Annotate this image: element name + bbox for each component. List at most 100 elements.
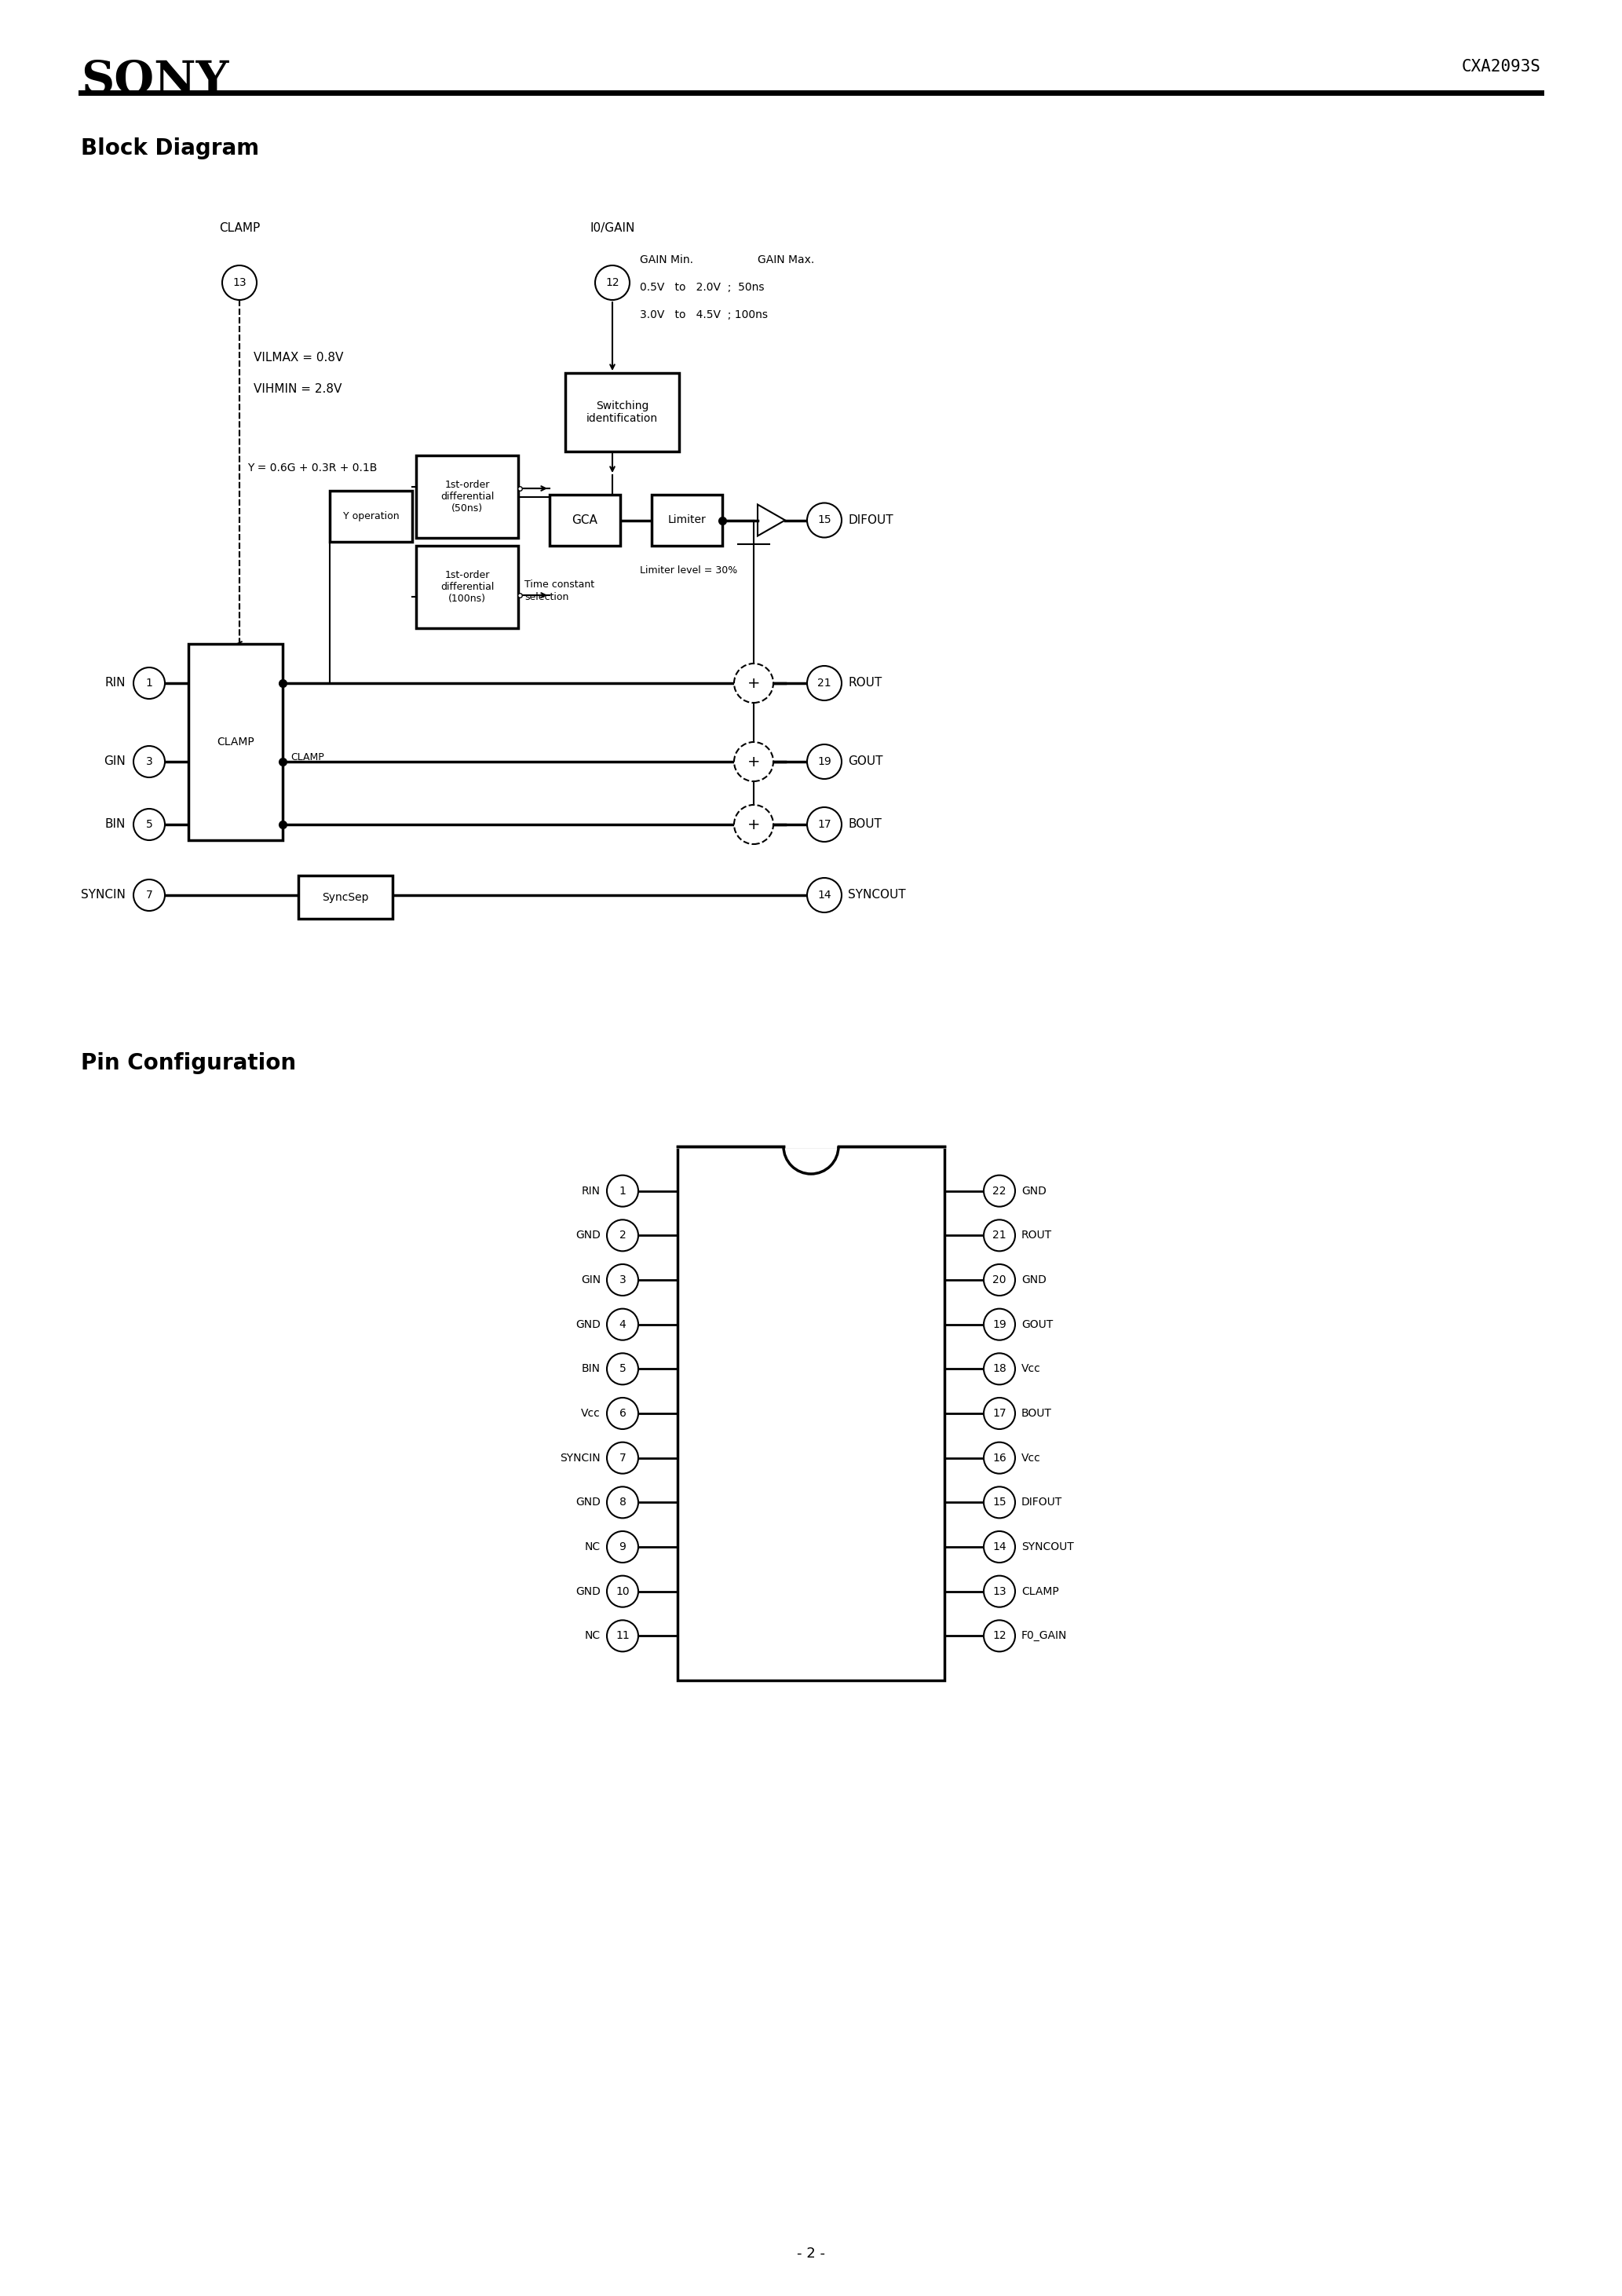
Circle shape bbox=[983, 1352, 1015, 1384]
Bar bbox=[417, 455, 517, 537]
Text: BIN: BIN bbox=[582, 1364, 600, 1375]
Bar bbox=[550, 494, 620, 546]
Text: 22: 22 bbox=[993, 1185, 1006, 1196]
Circle shape bbox=[133, 668, 165, 698]
Text: Vcc: Vcc bbox=[1022, 1453, 1041, 1463]
Text: 19: 19 bbox=[993, 1318, 1006, 1329]
Circle shape bbox=[607, 1398, 639, 1428]
Text: Limiter level = 30%: Limiter level = 30% bbox=[639, 565, 738, 576]
Text: 10: 10 bbox=[616, 1587, 629, 1598]
Text: 5: 5 bbox=[620, 1364, 626, 1375]
Circle shape bbox=[607, 1575, 639, 1607]
Text: 13: 13 bbox=[993, 1587, 1006, 1598]
Circle shape bbox=[607, 1442, 639, 1474]
Text: 16: 16 bbox=[993, 1453, 1006, 1463]
Text: 1st-order
differential
(50ns): 1st-order differential (50ns) bbox=[440, 480, 495, 514]
Text: GND: GND bbox=[576, 1497, 600, 1508]
Text: 20: 20 bbox=[993, 1274, 1006, 1286]
Circle shape bbox=[133, 879, 165, 912]
Text: GND: GND bbox=[1022, 1274, 1046, 1286]
Circle shape bbox=[983, 1265, 1015, 1295]
Text: Limiter: Limiter bbox=[668, 514, 706, 526]
Circle shape bbox=[133, 808, 165, 840]
Text: SYNCOUT: SYNCOUT bbox=[1022, 1541, 1074, 1552]
Circle shape bbox=[808, 744, 842, 778]
Bar bbox=[678, 1146, 944, 1681]
Text: 1: 1 bbox=[620, 1185, 626, 1196]
Text: 18: 18 bbox=[993, 1364, 1006, 1375]
Text: SYNCIN: SYNCIN bbox=[560, 1453, 600, 1463]
Text: Y = 0.6G + 0.3R + 0.1B: Y = 0.6G + 0.3R + 0.1B bbox=[247, 461, 378, 473]
Bar bbox=[298, 875, 393, 918]
Text: DIFOUT: DIFOUT bbox=[848, 514, 894, 526]
Text: GND: GND bbox=[576, 1587, 600, 1598]
Text: 3: 3 bbox=[620, 1274, 626, 1286]
Text: 1: 1 bbox=[146, 677, 152, 689]
Text: RIN: RIN bbox=[582, 1185, 600, 1196]
Text: 3: 3 bbox=[146, 755, 152, 767]
Text: +: + bbox=[748, 675, 761, 691]
Text: 17: 17 bbox=[817, 820, 830, 829]
Text: ROUT: ROUT bbox=[1022, 1231, 1053, 1240]
Text: Pin Configuration: Pin Configuration bbox=[81, 1052, 297, 1075]
Text: 1st-order
differential
(100ns): 1st-order differential (100ns) bbox=[440, 569, 495, 604]
Text: GND: GND bbox=[1022, 1185, 1046, 1196]
Circle shape bbox=[607, 1488, 639, 1518]
Text: Vcc: Vcc bbox=[1022, 1364, 1041, 1375]
Text: GOUT: GOUT bbox=[848, 755, 882, 767]
Text: BOUT: BOUT bbox=[1022, 1407, 1053, 1419]
Text: BIN: BIN bbox=[105, 820, 125, 831]
Text: SYNCIN: SYNCIN bbox=[81, 889, 125, 900]
Bar bbox=[329, 491, 412, 542]
Circle shape bbox=[808, 503, 842, 537]
Text: Switching
identification: Switching identification bbox=[587, 400, 659, 425]
Text: GCA: GCA bbox=[573, 514, 599, 526]
Text: 2: 2 bbox=[620, 1231, 626, 1240]
Text: Time constant
selection: Time constant selection bbox=[524, 581, 594, 602]
Circle shape bbox=[983, 1309, 1015, 1341]
Text: 12: 12 bbox=[605, 278, 620, 289]
Circle shape bbox=[607, 1265, 639, 1295]
Text: VILMAX = 0.8V: VILMAX = 0.8V bbox=[253, 351, 344, 363]
Text: SYNCOUT: SYNCOUT bbox=[848, 889, 905, 900]
Text: NC: NC bbox=[586, 1630, 600, 1642]
Text: CLAMP: CLAMP bbox=[217, 737, 255, 748]
Text: GND: GND bbox=[576, 1231, 600, 1240]
Bar bbox=[652, 494, 722, 546]
Text: F0_GAIN: F0_GAIN bbox=[1022, 1630, 1067, 1642]
Text: 17: 17 bbox=[993, 1407, 1006, 1419]
Circle shape bbox=[607, 1531, 639, 1564]
Text: 15: 15 bbox=[993, 1497, 1006, 1508]
Text: CXA2093S: CXA2093S bbox=[1461, 60, 1541, 73]
Circle shape bbox=[735, 664, 774, 703]
Text: DIFOUT: DIFOUT bbox=[1022, 1497, 1062, 1508]
Circle shape bbox=[607, 1309, 639, 1341]
Text: GIN: GIN bbox=[581, 1274, 600, 1286]
Circle shape bbox=[983, 1442, 1015, 1474]
Bar bbox=[564, 372, 680, 452]
Text: 7: 7 bbox=[146, 889, 152, 900]
Text: GIN: GIN bbox=[104, 755, 125, 767]
Bar bbox=[417, 546, 517, 629]
Circle shape bbox=[808, 666, 842, 700]
Circle shape bbox=[607, 1219, 639, 1251]
Circle shape bbox=[735, 806, 774, 845]
Text: 14: 14 bbox=[817, 889, 830, 900]
Text: 0.5V   to   2.0V  ;  50ns: 0.5V to 2.0V ; 50ns bbox=[639, 282, 764, 294]
Circle shape bbox=[133, 746, 165, 778]
Text: Y operation: Y operation bbox=[342, 512, 399, 521]
Circle shape bbox=[983, 1531, 1015, 1564]
Text: I0/GAIN: I0/GAIN bbox=[590, 223, 634, 234]
Circle shape bbox=[983, 1488, 1015, 1518]
Text: Block Diagram: Block Diagram bbox=[81, 138, 260, 158]
Text: CLAMP: CLAMP bbox=[1022, 1587, 1059, 1598]
Text: 21: 21 bbox=[817, 677, 830, 689]
Text: CLAMP: CLAMP bbox=[219, 223, 260, 234]
Circle shape bbox=[983, 1575, 1015, 1607]
Text: +: + bbox=[748, 753, 761, 769]
Text: VIHMIN = 2.8V: VIHMIN = 2.8V bbox=[253, 383, 342, 395]
Text: BOUT: BOUT bbox=[848, 820, 882, 831]
Text: 9: 9 bbox=[620, 1541, 626, 1552]
Text: 14: 14 bbox=[993, 1541, 1006, 1552]
Circle shape bbox=[222, 266, 256, 301]
